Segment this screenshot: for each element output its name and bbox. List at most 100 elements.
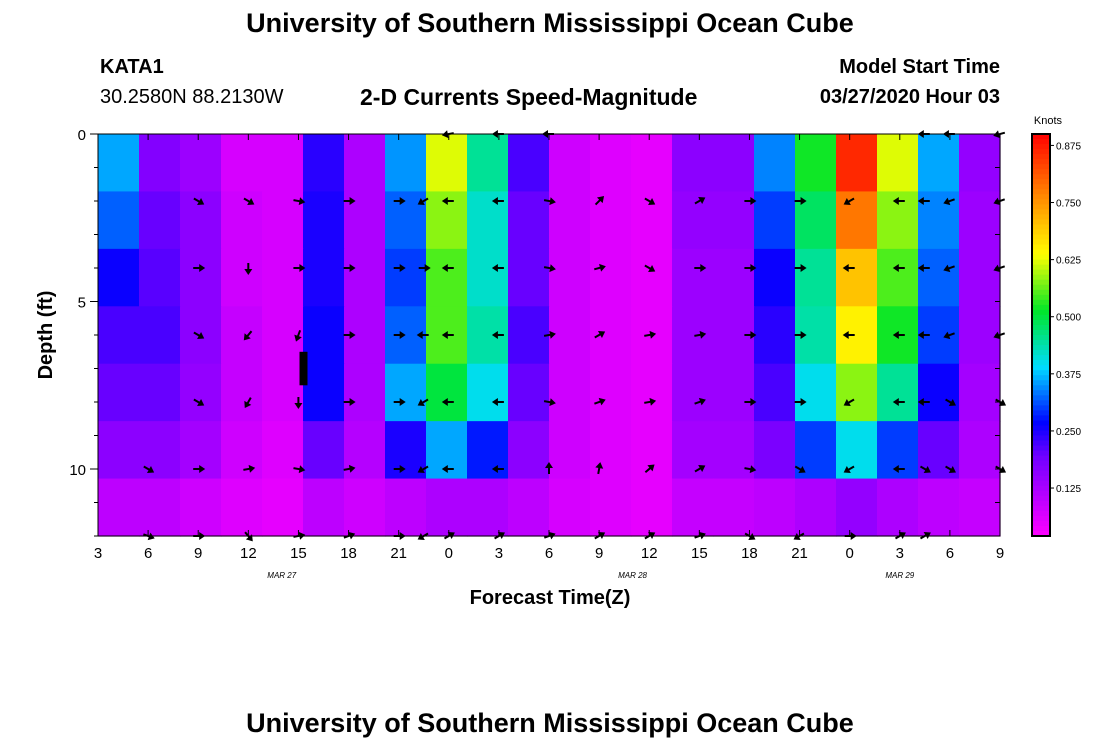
- vector-arrow-head: [299, 264, 306, 272]
- vector-arrow-head: [648, 198, 656, 205]
- heatmap-cell: [98, 134, 140, 193]
- vector-arrow-head: [243, 333, 251, 341]
- heatmap-cell: [959, 191, 1001, 250]
- colorbar-segment: [1032, 259, 1050, 266]
- vector-arrow: [193, 264, 206, 272]
- vector-arrow: [594, 196, 605, 206]
- colorbar-segment: [1032, 159, 1050, 165]
- vector-arrow-head: [197, 399, 205, 406]
- heatmap-cell: [467, 134, 509, 193]
- heatmap-cell: [672, 191, 714, 250]
- vector-arrow: [343, 398, 356, 406]
- heatmap-cell: [139, 134, 181, 193]
- vector-arrow-head: [399, 398, 406, 406]
- colorbar-segment: [1032, 485, 1050, 492]
- heatmap-cell: [180, 248, 222, 307]
- heatmap-cell: [836, 191, 878, 250]
- heatmap-cell: [836, 134, 878, 193]
- vector-arrow-head: [948, 466, 956, 473]
- vector-arrow-head: [699, 330, 707, 339]
- vector-arrow-head: [800, 331, 807, 339]
- vector-arrow-head: [798, 466, 806, 473]
- heatmap-cell: [262, 421, 304, 480]
- heatmap-cell: [344, 248, 386, 307]
- vector-arrow: [393, 398, 406, 406]
- vertical-bar-marker: [299, 351, 308, 386]
- vector-arrow-head: [399, 264, 406, 272]
- heatmap-cell: [795, 478, 837, 537]
- heatmap-cell: [508, 363, 550, 422]
- vector-arrow: [892, 398, 905, 406]
- colorbar-segment: [1032, 304, 1050, 311]
- x-tick-label: 6: [144, 545, 152, 562]
- colorbar-segment: [1032, 169, 1050, 175]
- colorbar-segment: [1032, 289, 1050, 296]
- y-tick-label: 0: [78, 127, 86, 144]
- vector-arrow-head: [892, 398, 899, 406]
- vector-arrow: [393, 264, 406, 272]
- heatmap-cell: [836, 363, 878, 422]
- colorbar-segment: [1032, 154, 1050, 160]
- colorbar-segment: [1032, 430, 1050, 437]
- x-axis-label: Forecast Time(Z): [470, 587, 631, 609]
- colorbar-segment: [1032, 390, 1050, 396]
- vector-arrow-head: [596, 196, 605, 204]
- colorbar-tick-label: 0.875: [1056, 141, 1081, 152]
- vector-arrow-head: [648, 265, 656, 272]
- colorbar-segment: [1032, 294, 1050, 301]
- heatmap-cell: [303, 306, 345, 365]
- vector-arrow-head: [649, 397, 657, 406]
- vector-arrow-head: [294, 334, 302, 342]
- vector-arrow-head: [700, 264, 707, 272]
- vector-arrow-head: [698, 397, 706, 406]
- vector-arrow-head: [917, 197, 924, 205]
- vector-arrow: [694, 264, 707, 272]
- heatmap-cell: [590, 363, 632, 422]
- heatmap-cell: [221, 248, 263, 307]
- colorbar-tick-label: 0.250: [1056, 427, 1081, 438]
- colorbar-frame: [1031, 133, 1051, 537]
- vector-arrow-head: [800, 197, 807, 205]
- heatmap-cell: [877, 134, 919, 193]
- vector-arrow: [794, 465, 806, 473]
- heatmap-cell: [385, 363, 427, 422]
- colorbar-segment: [1032, 455, 1050, 462]
- colorbar-segment: [1032, 345, 1050, 351]
- colorbar-segment: [1032, 405, 1050, 411]
- vector-arrow: [595, 462, 604, 475]
- vector-arrow: [842, 331, 855, 339]
- vector-arrow: [917, 398, 930, 406]
- heatmap-cell: [918, 478, 960, 537]
- vector-arrow: [393, 465, 406, 473]
- vector-arrow: [892, 465, 905, 473]
- vector-arrow: [943, 197, 955, 206]
- heatmap-cell: [385, 478, 427, 537]
- vector-arrow: [644, 197, 656, 205]
- colorbar-segment: [1032, 525, 1050, 532]
- vector-arrow: [243, 464, 256, 473]
- vector-arrow-head: [943, 331, 951, 340]
- heatmap-cell: [795, 134, 837, 193]
- vector-arrow-head: [399, 197, 406, 205]
- heatmap-cell: [672, 134, 714, 193]
- model-start-label: Model Start Time: [839, 56, 1000, 78]
- colorbar-segment: [1032, 279, 1050, 286]
- heatmap-cell: [754, 248, 796, 307]
- colorbar-segment: [1032, 395, 1050, 401]
- vector-arrow: [744, 331, 757, 339]
- x-tick-label: 18: [340, 545, 357, 562]
- heatmap-cell: [549, 306, 591, 365]
- heatmap-cell: [590, 421, 632, 480]
- vector-arrow: [892, 197, 905, 205]
- colorbar-segment: [1032, 400, 1050, 406]
- heatmap-cell: [590, 478, 632, 537]
- vector-arrow-head: [649, 330, 657, 339]
- vector-arrow: [794, 398, 807, 406]
- vector-arrow: [945, 465, 956, 473]
- x-tick-label: 3: [495, 545, 503, 562]
- heatmap-cell: [754, 306, 796, 365]
- heatmap-cell: [344, 134, 386, 193]
- colorbar-segment: [1032, 284, 1050, 291]
- heatmap-cell: [221, 478, 263, 537]
